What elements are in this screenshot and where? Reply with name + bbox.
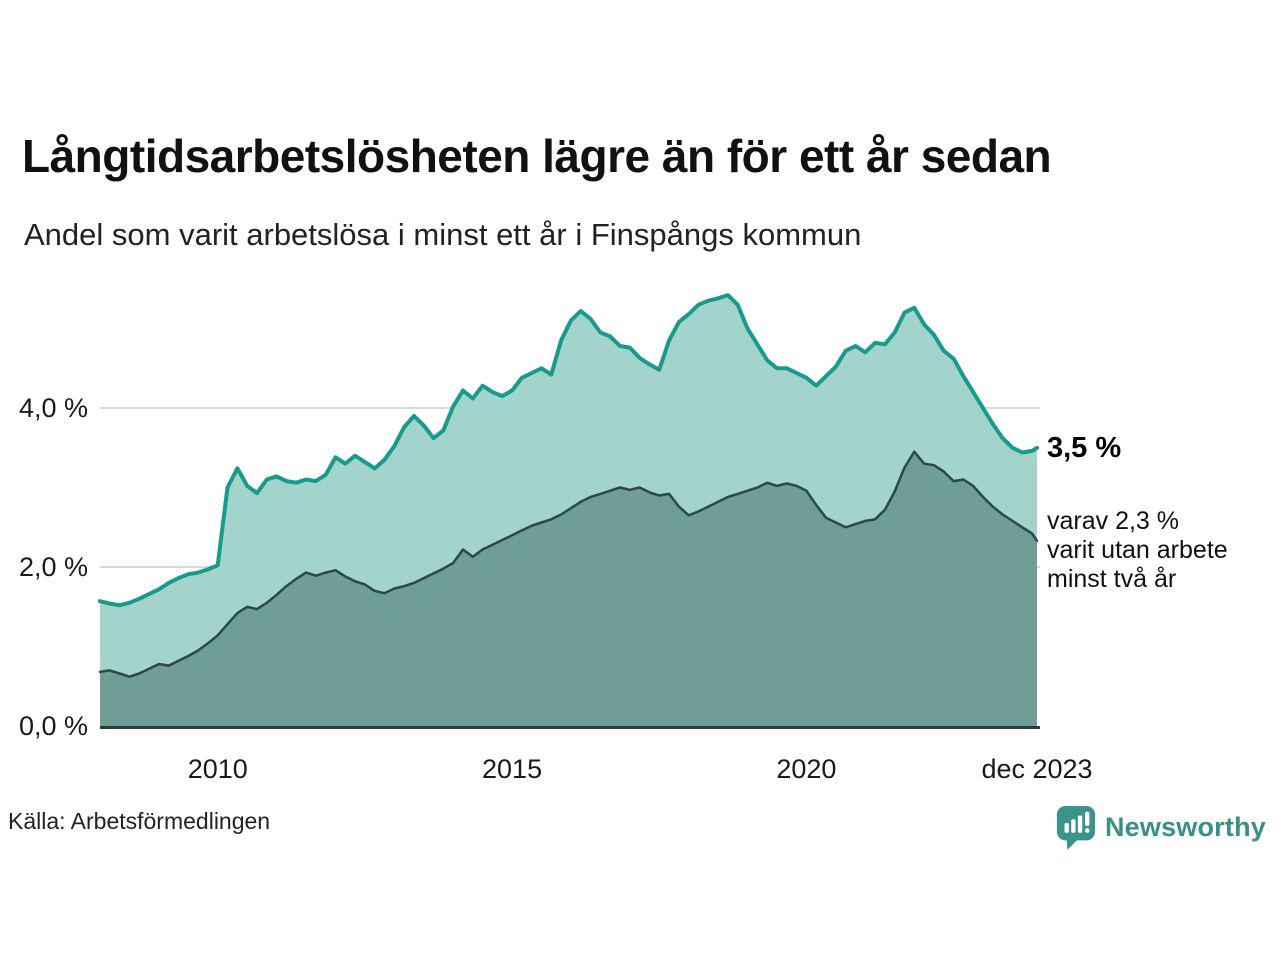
source-attribution: Källa: Arbetsförmedlingen — [8, 808, 271, 834]
logo-exclamation-icon — [1085, 811, 1090, 827]
x-tick-label: dec 2023 — [981, 754, 1093, 784]
x-tick-label: 2015 — [482, 754, 543, 784]
area-two-years — [100, 451, 1037, 726]
x-tick-label: 2020 — [776, 754, 837, 784]
secondary-annotation-line: varit utan arbete — [1047, 535, 1228, 564]
logo-bar-icon — [1071, 819, 1076, 833]
secondary-annotation-line: minst två år — [1047, 564, 1177, 593]
secondary-annotation-line: varav 2,3 % — [1047, 506, 1180, 535]
page-subtitle: Andel som varit arbetslösa i minst ett å… — [24, 217, 862, 252]
logo-bar-icon — [1064, 823, 1069, 833]
x-tick-label: 2010 — [187, 754, 248, 784]
logo-bar-icon — [1077, 815, 1083, 833]
end-value-annotation: 3,5 % — [1047, 431, 1122, 464]
brand-name: Newsworthy — [1104, 811, 1266, 842]
newsworthy-logo-icon — [1056, 806, 1096, 850]
logo-exclamation-icon — [1085, 828, 1090, 833]
y-tick-label: 4,0 % — [18, 393, 88, 423]
series-line-total — [98, 293, 1039, 608]
page-title: Långtidsarbetslösheten lägre än för ett … — [22, 130, 1052, 182]
y-tick-label: 0,0 % — [18, 711, 88, 741]
secondary-annotation: varav 2,3 % varit utan arbete minst två … — [1047, 507, 1228, 594]
y-tick-label: 2,0 % — [18, 552, 88, 582]
brand-lockup: Newsworthy — [1055, 803, 1266, 851]
series-line-two-years — [98, 450, 1039, 678]
